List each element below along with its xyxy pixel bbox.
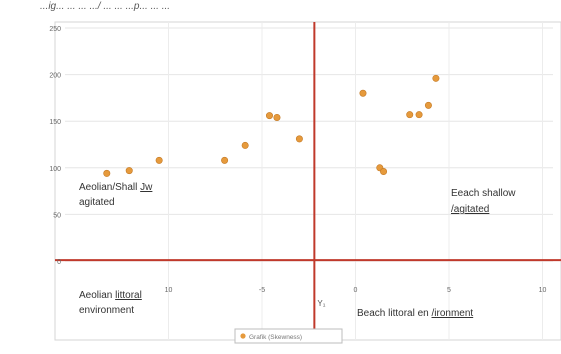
quadrant-label-bottom-left: Aeolian littoral <box>79 290 142 301</box>
data-point <box>221 156 229 164</box>
x-tick-label: 0 <box>354 287 358 294</box>
data-point <box>265 112 273 120</box>
data-point <box>432 74 440 82</box>
y-tick-label: 250 <box>49 26 61 33</box>
quadrant-label-top-right: Eeach shallow <box>451 188 516 199</box>
legend-label: Grafik (Skewness) <box>249 334 302 341</box>
header-fragment: ...ig... ... ... .../ ... ... ...p... ..… <box>40 1 170 12</box>
quadrant-label-bottom-right: Beach littoral en /ironment <box>357 308 473 319</box>
legend: Grafik (Skewness) <box>234 328 343 344</box>
data-point <box>406 111 414 119</box>
data-point <box>359 89 367 97</box>
x-tick-label: -5 <box>259 287 265 294</box>
underlined-fragment: littoral <box>115 290 142 301</box>
y-tick-labels: 0 50 100 150 200 250 <box>49 26 61 266</box>
data-point <box>415 111 423 119</box>
quadrant-label-bottom-left-line2: environment <box>79 305 134 316</box>
quadrant-label-top-left-line2: agitated <box>79 197 115 208</box>
x-tick-labels: 10 -5 0 5 10 <box>165 287 547 294</box>
quadrant-label-top-left: Aeolian/Shall Jw <box>79 182 153 193</box>
legend-box <box>234 328 343 344</box>
quadrant-labels: Aeolian/Shall Jw agitated Eeach shallow/ag… <box>79 182 516 319</box>
y-tick-label: 0 <box>57 259 61 266</box>
x-tick-label: 5 <box>447 287 451 294</box>
x-tick-label: 10 <box>539 287 547 294</box>
quadrant-label-top-right-line2: /agitated <box>451 204 489 215</box>
y-tick-label: 100 <box>49 166 61 173</box>
y-tick-label: 200 <box>49 73 61 80</box>
y1-marker-label: Y₁ <box>317 299 325 308</box>
y-tick-label: 150 <box>49 119 61 126</box>
data-point <box>295 135 303 143</box>
data-points <box>103 74 440 177</box>
data-point <box>241 141 249 149</box>
reference-lines: Y₁ <box>55 22 561 340</box>
data-point <box>273 113 281 121</box>
underlined-fragment: Jw <box>140 182 153 193</box>
data-point <box>103 169 111 177</box>
y-tick-label: 50 <box>53 212 61 219</box>
x-tick-label: 10 <box>165 287 173 294</box>
legend-marker <box>240 333 246 339</box>
data-point <box>125 167 133 175</box>
underlined-fragment: /ironment <box>432 308 474 319</box>
data-point <box>155 156 163 164</box>
data-point <box>424 101 432 109</box>
data-point <box>380 168 388 176</box>
